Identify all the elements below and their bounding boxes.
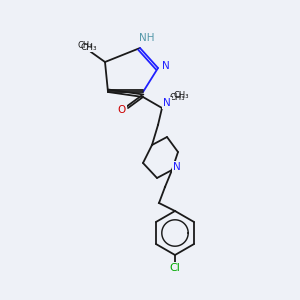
Text: NH: NH [139,33,155,43]
Text: CH₃: CH₃ [173,91,189,100]
Text: CH₃: CH₃ [169,92,185,101]
Text: O: O [118,105,126,115]
Text: N: N [173,162,181,172]
Text: CH₃: CH₃ [81,43,97,52]
Text: CH₃: CH₃ [77,40,93,50]
Text: N: N [162,61,170,71]
Text: N: N [163,98,171,108]
Text: Cl: Cl [169,263,180,273]
